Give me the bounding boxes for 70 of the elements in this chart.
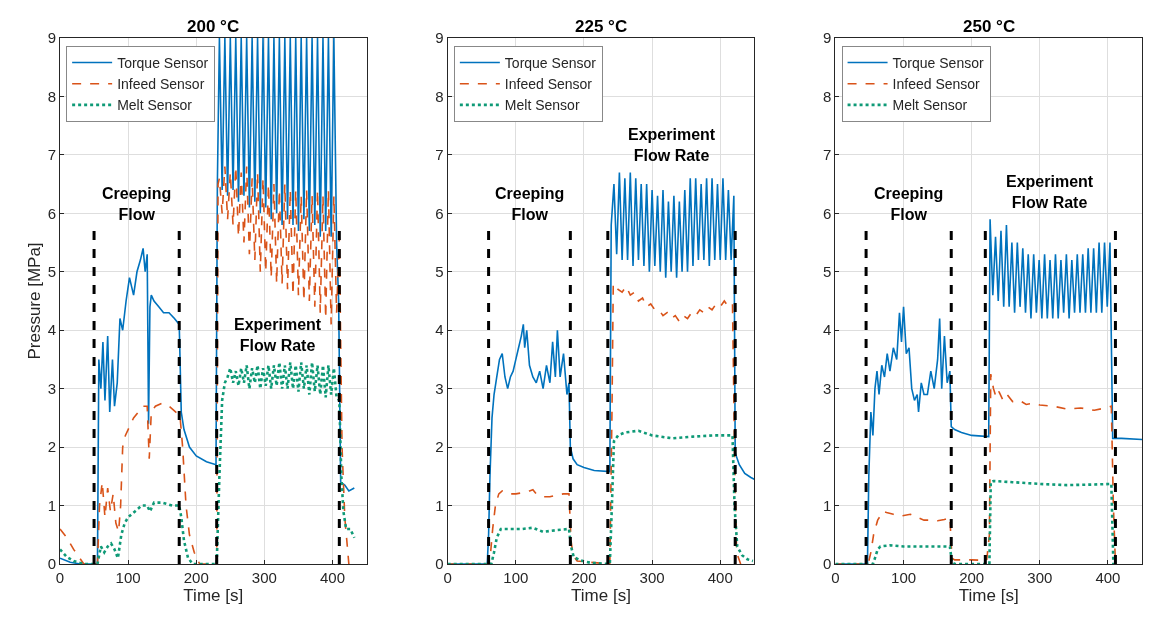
legend-label: Torque Sensor bbox=[504, 54, 597, 71]
y-tick-label: 2 bbox=[47, 438, 56, 456]
y-tick-label: 4 bbox=[435, 321, 444, 339]
y-tick-label: 7 bbox=[47, 146, 56, 164]
y-tick-label: 7 bbox=[435, 146, 444, 164]
x-tick-label: 200 bbox=[571, 569, 597, 586]
legend-label: Melt Sensor bbox=[504, 97, 580, 114]
line-series bbox=[60, 38, 356, 564]
x-tick-label: 100 bbox=[115, 569, 141, 586]
x-tick-label: 100 bbox=[503, 569, 529, 586]
y-tick-label: 5 bbox=[823, 263, 832, 281]
legend-label: Infeed Sensor bbox=[892, 76, 981, 93]
y-tick-label: 4 bbox=[47, 321, 56, 339]
line-series bbox=[60, 165, 350, 564]
y-tick-label: 0 bbox=[435, 555, 444, 573]
x-tick-label: 300 bbox=[1027, 569, 1053, 586]
x-tick-label: 300 bbox=[251, 569, 277, 586]
y-axis-title: Pressure [MPa] bbox=[25, 242, 45, 360]
line-series bbox=[447, 429, 755, 564]
annotation: Creeping Flow bbox=[874, 185, 944, 223]
legend-label: Torque Sensor bbox=[892, 54, 984, 71]
y-tick-label: 4 bbox=[823, 321, 832, 339]
y-tick-label: 9 bbox=[823, 29, 832, 47]
x-axis-title: Time [s] bbox=[571, 586, 631, 606]
x-tick-label: 400 bbox=[319, 569, 346, 586]
chart-title: 225 °C bbox=[575, 17, 628, 36]
y-tick-label: 2 bbox=[823, 438, 832, 456]
line-series bbox=[60, 361, 356, 564]
line-series bbox=[835, 479, 1115, 564]
annotation: Creeping Flow bbox=[495, 185, 565, 223]
chart-title: 200 °C bbox=[187, 17, 240, 36]
x-tick-label: 100 bbox=[891, 569, 917, 586]
x-tick-label: 400 bbox=[1095, 569, 1121, 586]
legend-label: Melt Sensor bbox=[117, 97, 193, 114]
x-tick-label: 300 bbox=[639, 569, 665, 586]
y-tick-label: 9 bbox=[435, 29, 444, 47]
annotation: Experiment Flow Rate bbox=[1006, 173, 1094, 211]
x-tick-label: 200 bbox=[959, 569, 985, 586]
line-series bbox=[835, 373, 1117, 564]
annotation: Experiment Flow Rate bbox=[234, 316, 322, 354]
y-tick-label: 2 bbox=[435, 438, 444, 456]
y-tick-label: 1 bbox=[47, 496, 56, 514]
y-tick-label: 3 bbox=[823, 379, 832, 397]
x-axis-title: Time [s] bbox=[183, 586, 244, 606]
y-tick-label: 3 bbox=[47, 379, 56, 397]
y-tick-label: 6 bbox=[823, 204, 832, 222]
y-tick-label: 8 bbox=[435, 87, 444, 105]
legend-label: Infeed Sensor bbox=[504, 76, 593, 93]
y-tick-label: 8 bbox=[47, 87, 56, 105]
x-tick-label: 200 bbox=[183, 569, 209, 586]
annotation: Experiment Flow Rate bbox=[628, 126, 716, 164]
legend-label: Torque Sensor bbox=[117, 54, 209, 71]
y-tick-label: 0 bbox=[47, 555, 56, 573]
legend-label: Infeed Sensor bbox=[117, 76, 205, 93]
y-tick-label: 5 bbox=[47, 263, 56, 281]
y-tick-label: 0 bbox=[823, 555, 832, 573]
chart-title: 250 °C bbox=[963, 17, 1016, 36]
y-tick-label: 9 bbox=[47, 29, 56, 47]
y-tick-label: 8 bbox=[823, 87, 832, 105]
y-tick-label: 1 bbox=[823, 496, 832, 514]
x-tick-label: 400 bbox=[707, 569, 733, 586]
annotation: Creeping Flow bbox=[102, 185, 172, 223]
y-tick-label: 6 bbox=[435, 204, 444, 222]
y-tick-label: 1 bbox=[435, 496, 444, 514]
y-tick-label: 3 bbox=[435, 379, 444, 397]
y-tick-label: 5 bbox=[435, 263, 444, 281]
legend-label: Melt Sensor bbox=[892, 97, 968, 114]
y-tick-label: 6 bbox=[47, 204, 56, 222]
y-tick-label: 7 bbox=[823, 146, 832, 164]
x-axis-title: Time [s] bbox=[958, 586, 1019, 606]
